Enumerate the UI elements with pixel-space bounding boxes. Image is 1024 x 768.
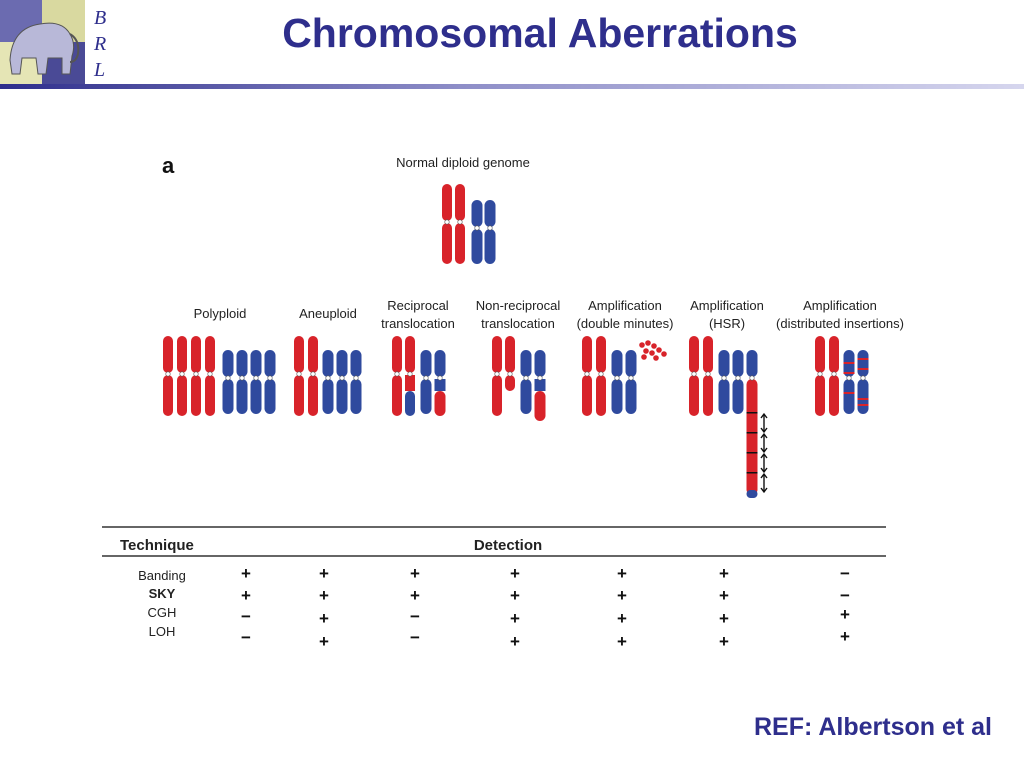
result-cell: + — [410, 564, 420, 583]
technique-header: Technique — [120, 537, 194, 554]
slide-title: Chromosomal Aberrations — [282, 10, 798, 56]
technique-name: LOH — [149, 624, 176, 639]
result-cell: + — [719, 632, 729, 651]
result-cell: + — [719, 564, 729, 583]
result-cell: + — [510, 564, 520, 583]
result-cell: − — [410, 628, 420, 647]
result-cell: + — [617, 632, 627, 651]
reciprocal-translocation-chromosomes — [391, 335, 446, 417]
nonreciprocal-translocation-chromosomes — [491, 335, 546, 421]
result-cell: + — [319, 609, 329, 628]
result-cell: − — [410, 607, 420, 626]
result-cell: + — [617, 564, 627, 583]
result-cell: + — [510, 586, 520, 605]
result-cell: + — [719, 586, 729, 605]
result-cell: + — [241, 564, 251, 583]
category-label-di-2: (distributed insertions) — [776, 316, 904, 331]
svg-text:B: B — [94, 7, 106, 29]
result-cell: + — [319, 564, 329, 583]
title-divider — [0, 84, 1024, 89]
result-cell: + — [719, 609, 729, 628]
category-label-nonreciprocal-1: Non-reciprocal — [476, 298, 561, 313]
svg-text:L: L — [93, 59, 105, 81]
table-row: Banding + + + + + + − — [138, 564, 850, 583]
normal-genome-label: Normal diploid genome — [396, 155, 530, 170]
double-minutes-chromosomes — [581, 335, 667, 417]
polyploid-chromosomes — [162, 335, 276, 417]
category-label-hsr-1: Amplification — [690, 298, 764, 313]
category-label-reciprocal-1: Reciprocal — [387, 298, 449, 313]
panel-letter: a — [162, 153, 175, 178]
result-cell: − — [241, 607, 251, 626]
category-label-nonreciprocal-2: translocation — [481, 316, 555, 331]
category-label-hsr-2: (HSR) — [709, 316, 745, 331]
hsr-chromosomes — [688, 335, 768, 498]
svg-text:R: R — [93, 33, 106, 55]
result-cell: + — [617, 609, 627, 628]
result-cell: + — [410, 586, 420, 605]
technique-name: Banding — [138, 568, 186, 583]
category-label-aneuploid: Aneuploid — [299, 306, 357, 321]
category-label-polyploid: Polyploid — [194, 306, 247, 321]
category-label-dm-2: (double minutes) — [577, 316, 674, 331]
technique-name: SKY — [149, 586, 176, 601]
brl-logo: B R L — [0, 0, 115, 84]
reference-citation: REF: Albertson et al — [754, 713, 992, 741]
result-cell: + — [241, 586, 251, 605]
result-cell: + — [510, 632, 520, 651]
result-cell: + — [840, 627, 850, 646]
table-row: SKY + + + + + + − — [149, 586, 850, 605]
normal-diploid-chromosomes — [441, 183, 496, 265]
result-cell: − — [840, 564, 850, 583]
result-cell: − — [241, 628, 251, 647]
result-cell: + — [510, 609, 520, 628]
result-cell: + — [617, 586, 627, 605]
table-row: LOH − + − + + + + — [149, 624, 850, 651]
technique-name: CGH — [148, 605, 177, 620]
table-row: CGH − + − + + + + — [148, 605, 850, 628]
result-cell: + — [840, 605, 850, 624]
category-label-di-1: Amplification — [803, 298, 877, 313]
result-cell: − — [840, 586, 850, 605]
detection-header: Detection — [474, 537, 542, 554]
category-label-dm-1: Amplification — [588, 298, 662, 313]
distributed-insertions-chromosomes — [814, 335, 869, 417]
result-cell: + — [319, 632, 329, 651]
result-cell: + — [319, 586, 329, 605]
aneuploid-chromosomes — [293, 335, 362, 417]
category-label-reciprocal-2: translocation — [381, 316, 455, 331]
